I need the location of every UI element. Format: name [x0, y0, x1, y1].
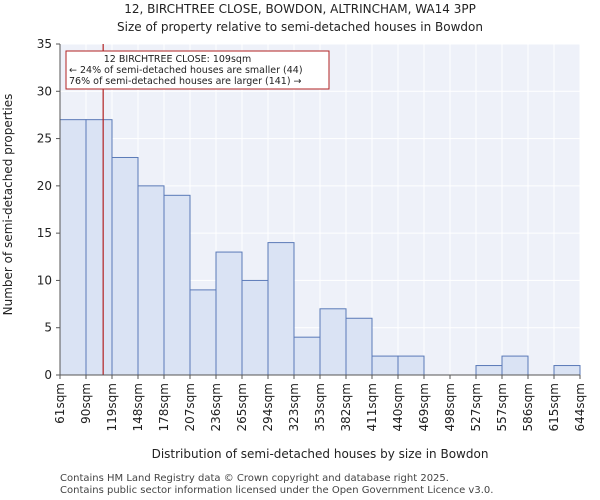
x-tick-label: 61sqm — [53, 383, 67, 424]
chart-subtitle: Size of property relative to semi-detach… — [117, 20, 483, 34]
y-tick-label: 15 — [37, 226, 52, 240]
bar — [293, 336, 321, 376]
bar — [189, 289, 217, 376]
annotation-larger: 76% of semi-detached houses are larger (… — [69, 76, 302, 87]
x-tick-label: 178sqm — [157, 383, 171, 431]
bar — [163, 194, 191, 376]
x-tick-label: 90sqm — [79, 383, 93, 424]
bar — [553, 365, 581, 376]
x-tick-label: 498sqm — [443, 383, 457, 431]
bar — [475, 365, 503, 376]
annotation-box — [65, 50, 330, 90]
y-tick-label: 10 — [37, 273, 52, 287]
bar — [241, 279, 269, 376]
bar — [319, 308, 347, 376]
bar — [215, 251, 243, 376]
x-tick-label: 323sqm — [287, 383, 301, 431]
x-tick-label: 353sqm — [313, 383, 327, 431]
x-tick-label: 469sqm — [417, 383, 431, 431]
chart-title: 12, BIRCHTREE CLOSE, BOWDON, ALTRINCHAM,… — [124, 2, 476, 16]
x-tick-label: 527sqm — [469, 383, 483, 431]
x-tick-label: 615sqm — [547, 383, 561, 431]
y-tick-label: 30 — [37, 84, 52, 98]
x-tick-label: 586sqm — [521, 383, 535, 431]
annotation-smaller: ← 24% of semi-detached houses are smalle… — [69, 65, 303, 76]
x-tick-label: 644sqm — [573, 383, 587, 431]
bar — [85, 119, 113, 376]
footer-line-2: Contains public sector information licen… — [60, 485, 494, 496]
y-tick-label: 20 — [37, 179, 52, 193]
footer-line-1: Contains HM Land Registry data © Crown c… — [60, 473, 449, 484]
bar — [59, 119, 87, 376]
x-tick-label: 236sqm — [209, 383, 223, 431]
y-tick-label: 25 — [37, 132, 52, 146]
bar — [397, 355, 425, 376]
bar — [501, 355, 529, 376]
x-axis-label: Distribution of semi-detached houses by … — [152, 447, 489, 461]
x-tick-label: 148sqm — [131, 383, 145, 431]
bar — [371, 355, 399, 376]
bar — [111, 156, 139, 376]
y-tick-label: 5 — [44, 321, 52, 335]
x-tick-label: 557sqm — [495, 383, 509, 431]
bar — [345, 317, 373, 376]
x-tick-label: 265sqm — [235, 383, 249, 431]
x-tick-label: 119sqm — [105, 383, 119, 431]
bar — [267, 242, 295, 376]
x-tick-label: 411sqm — [365, 383, 379, 431]
bar — [137, 185, 165, 376]
annotation-title: 12 BIRCHTREE CLOSE: 109sqm — [104, 54, 251, 65]
y-tick-label: 35 — [37, 37, 52, 51]
y-axis-label: Number of semi-detached properties — [1, 94, 15, 316]
x-tick-label: 382sqm — [339, 383, 353, 431]
x-tick-label: 294sqm — [261, 383, 275, 431]
x-tick-label: 207sqm — [183, 383, 197, 431]
y-tick-label: 0 — [44, 368, 52, 382]
x-tick-label: 440sqm — [391, 383, 405, 431]
